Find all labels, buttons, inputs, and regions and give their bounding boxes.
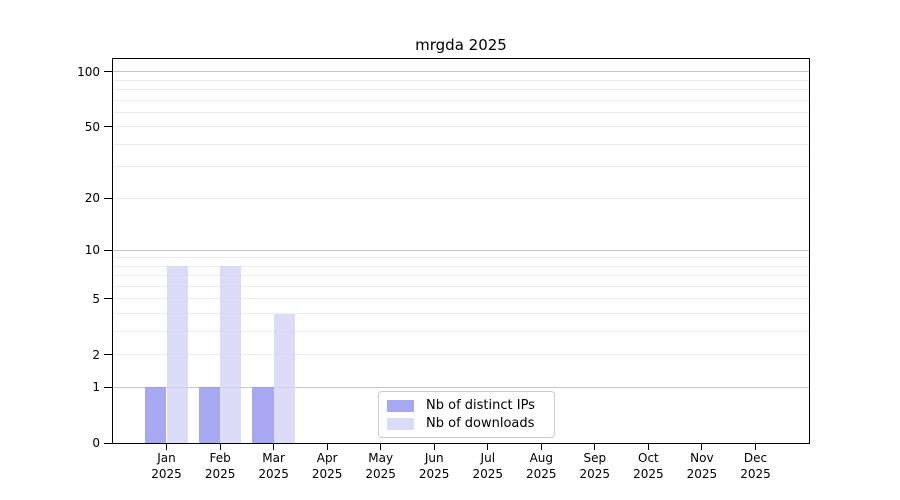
x-tick-label-year: 2025 (579, 467, 611, 481)
y-tick-label: 2 (92, 347, 100, 362)
chart-title: mrgda 2025 (415, 36, 507, 54)
gridline-minor (113, 166, 809, 168)
x-axis-tick (755, 444, 756, 450)
x-tick-label-month: Mar (262, 451, 285, 465)
x-tick-label-year: 2025 (686, 467, 718, 481)
gridline-minor (113, 275, 809, 277)
x-tick-label: May 2025 (353, 450, 409, 482)
y-tick-label: 20 (84, 191, 100, 206)
bar-distinct-ips-mar (252, 387, 274, 443)
x-axis-tick (219, 444, 221, 450)
x-tick-label-month: Jun (424, 451, 444, 465)
gridline-minor (113, 286, 809, 287)
gridline-minor (113, 197, 809, 199)
gridline-minor (113, 126, 809, 128)
y-axis-tick (104, 71, 112, 73)
y-tick-label: 0 (92, 436, 100, 450)
y-axis-tick (104, 126, 112, 128)
x-tick-label-month: Apr (316, 451, 338, 465)
bar-downloads-feb (220, 266, 242, 443)
y-tick-label: 5 (92, 291, 100, 306)
plot-area (112, 58, 810, 444)
y-tick-label: 1 (92, 380, 100, 395)
x-tick-label: Nov 2025 (674, 450, 730, 482)
y-axis-tick (104, 197, 112, 199)
y-tick-label: 100 (77, 64, 100, 79)
x-tick-label-year: 2025 (311, 467, 343, 481)
legend-label-downloads: Nb of downloads (426, 416, 535, 431)
y-axis-tick (104, 354, 112, 356)
gridline-minor (113, 354, 809, 356)
y-tick-label: 50 (84, 119, 100, 134)
x-tick-label-month: Sep (583, 451, 607, 465)
x-axis-tick (166, 444, 167, 450)
x-axis-tick (273, 444, 275, 450)
x-tick-label-year: 2025 (526, 467, 557, 481)
gridline-minor (113, 313, 809, 314)
bar-distinct-ips-jan (145, 387, 167, 443)
x-tick-label: Sep 2025 (567, 450, 623, 482)
x-tick-label-month: Oct (638, 451, 659, 465)
bar-downloads-mar (273, 313, 295, 443)
gridline-minor (113, 111, 809, 113)
x-tick-label: Jul 2025 (460, 450, 516, 482)
x-tick-label-year: 2025 (472, 467, 504, 481)
legend-swatch-downloads-icon (387, 417, 414, 430)
bar-distinct-ips-feb (198, 387, 221, 443)
x-tick-label: Oct 2025 (620, 450, 676, 482)
x-tick-label-year: 2025 (365, 467, 396, 481)
y-tick-label: 10 (84, 243, 100, 258)
x-tick-label-year: 2025 (418, 467, 450, 481)
gridline-minor (113, 99, 809, 101)
x-axis-tick (540, 444, 542, 450)
gridline-minor (113, 298, 809, 300)
y-axis-tick (104, 386, 112, 388)
x-tick-label-year: 2025 (151, 467, 182, 481)
legend: Nb of distinct IPs Nb of downloads (378, 391, 555, 438)
x-axis-tick (326, 444, 328, 450)
gridline-minor (113, 89, 809, 90)
x-axis-tick (647, 444, 649, 450)
legend-item-downloads: Nb of downloads (387, 416, 546, 431)
x-tick-label-month: Feb (209, 451, 231, 465)
legend-label-distinct-ips: Nb of distinct IPs (426, 398, 535, 413)
gridline-minor (113, 143, 809, 145)
x-tick-label-year: 2025 (258, 467, 289, 481)
gridline-major (113, 386, 809, 388)
x-tick-label-month: Jul (480, 451, 496, 465)
x-tick-label-year: 2025 (633, 467, 664, 481)
x-tick-label: Aug 2025 (513, 450, 569, 482)
x-tick-label-year: 2025 (204, 467, 236, 481)
x-tick-label-month: May (368, 451, 394, 465)
x-tick-label-year: 2025 (740, 467, 771, 481)
gridline-minor (113, 331, 809, 332)
gridline-minor (113, 79, 809, 81)
x-tick-label: Jan 2025 (139, 450, 195, 482)
gridline-major (113, 249, 809, 251)
gridline-minor (113, 257, 809, 259)
x-axis-tick (433, 444, 435, 450)
x-tick-label-month: Aug (529, 451, 554, 465)
y-axis-tick (104, 442, 112, 444)
x-axis-tick (487, 444, 489, 450)
y-axis-tick (104, 249, 112, 251)
x-tick-label-month: Nov (690, 451, 714, 465)
legend-swatch-distinct-ips-icon (387, 399, 414, 412)
x-axis-tick (701, 444, 703, 450)
x-tick-label: Feb 2025 (192, 450, 248, 482)
gridline-major (113, 71, 809, 73)
x-tick-label-month: Jan (157, 451, 176, 465)
x-axis-tick (594, 444, 596, 450)
x-tick-label: Apr 2025 (299, 450, 355, 482)
x-axis-tick (380, 444, 382, 450)
y-axis-tick (104, 298, 112, 300)
x-tick-label: Jun 2025 (406, 450, 462, 482)
gridline-minor (113, 265, 809, 267)
bar-downloads-jan (166, 266, 188, 443)
x-tick-label: Mar 2025 (246, 450, 302, 482)
legend-item-distinct-ips: Nb of distinct IPs (387, 398, 546, 413)
x-tick-label-month: Dec (743, 451, 768, 465)
x-tick-label: Dec 2025 (728, 450, 784, 482)
